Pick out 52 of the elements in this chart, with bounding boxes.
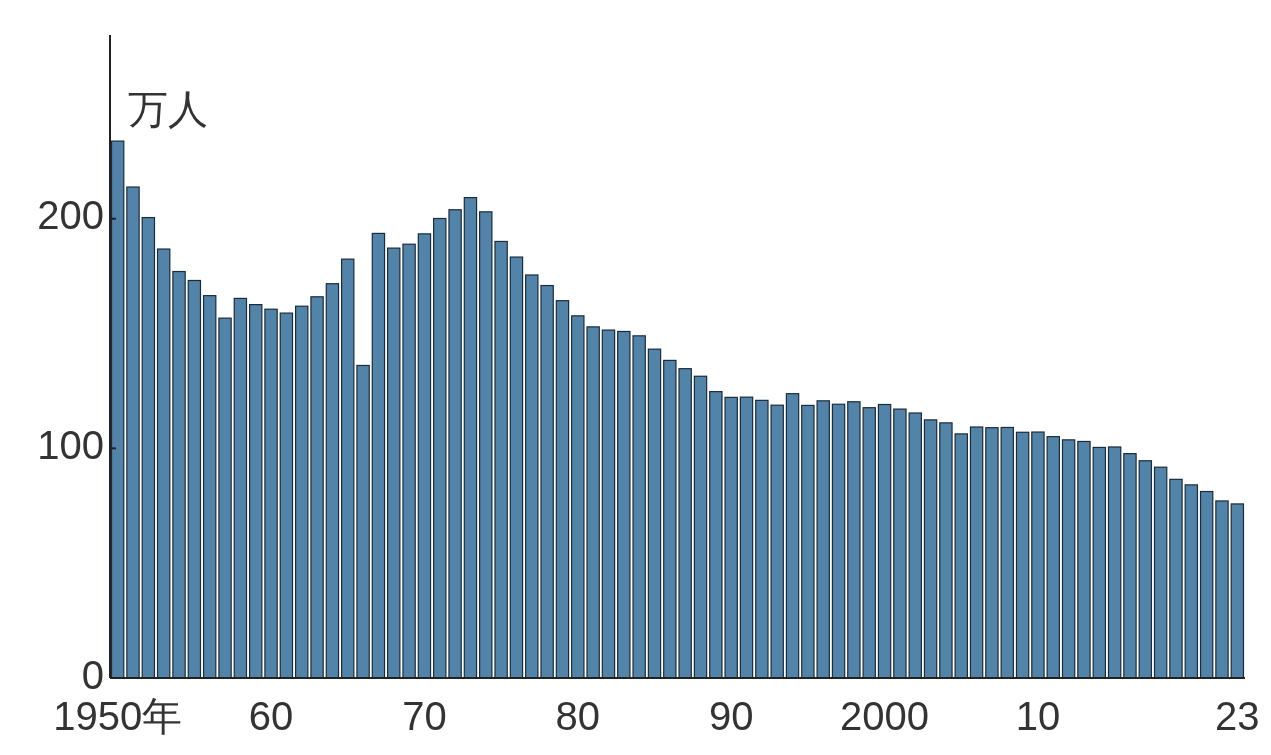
bar — [279, 312, 294, 679]
bar — [264, 308, 278, 679]
bar — [923, 419, 938, 679]
y-tick-label: 200 — [37, 193, 104, 238]
x-tick-label: 10 — [1015, 694, 1061, 738]
x-tick-label: 80 — [555, 694, 601, 738]
bar — [417, 233, 432, 679]
bar — [831, 403, 846, 679]
bar — [601, 329, 616, 679]
bar — [1199, 490, 1214, 679]
bar — [126, 186, 140, 679]
bar — [1092, 446, 1107, 679]
bar — [1169, 478, 1183, 679]
y-tick-label: 100 — [37, 422, 104, 467]
x-tick-label: 60 — [248, 694, 294, 738]
bar — [172, 270, 186, 679]
bar — [509, 256, 524, 679]
x-tick-label: 2000 — [840, 694, 930, 738]
y-tick-label: 0 — [81, 652, 104, 697]
bar — [1215, 500, 1229, 679]
bar — [463, 196, 478, 679]
bar — [1107, 446, 1122, 679]
bar — [785, 393, 800, 679]
bar — [1230, 503, 1245, 679]
bar — [218, 317, 232, 679]
bar — [371, 232, 386, 679]
bar — [248, 304, 263, 679]
bar — [877, 403, 892, 679]
bar — [325, 283, 340, 679]
bar — [969, 426, 984, 679]
bar — [141, 216, 156, 679]
y-axis-title: 万人 — [128, 87, 208, 131]
bar — [1138, 460, 1153, 679]
x-tick-label: 90 — [708, 694, 754, 738]
bar — [187, 279, 202, 679]
bar — [202, 295, 217, 679]
bar — [1015, 431, 1030, 679]
bar — [1153, 466, 1168, 679]
bar — [739, 396, 754, 679]
x-tick-label: 70 — [402, 694, 447, 738]
bar — [1123, 453, 1137, 679]
bar — [233, 297, 248, 679]
bar — [1077, 440, 1091, 679]
x-tick-label: 23 — [1215, 694, 1260, 738]
bar — [693, 375, 708, 679]
bar — [110, 140, 125, 679]
x-tick-label: 1950年 — [53, 694, 183, 738]
bar — [156, 248, 171, 679]
bar — [1184, 484, 1199, 679]
bar — [647, 348, 662, 679]
bar — [555, 300, 570, 679]
bar — [1061, 439, 1076, 679]
